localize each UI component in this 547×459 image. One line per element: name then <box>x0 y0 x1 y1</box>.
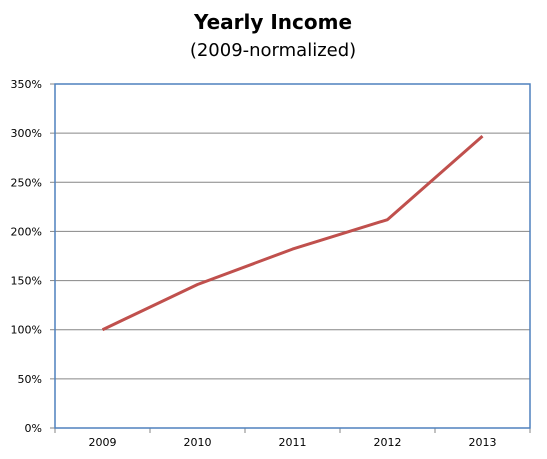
y-tick-label: 0% <box>25 422 42 435</box>
plot-area-border <box>54 83 531 429</box>
series-line <box>101 134 484 332</box>
y-tick-label: 250% <box>11 176 42 189</box>
grid-lines <box>55 132 530 380</box>
x-tick-label: 2013 <box>469 436 497 449</box>
y-tick-label: 300% <box>11 127 42 140</box>
y-tick-label: 200% <box>11 225 42 238</box>
x-tick-label: 2009 <box>89 436 117 449</box>
x-tick-label: 2011 <box>279 436 307 449</box>
y-tick-label: 350% <box>11 78 42 91</box>
y-tick-label: 100% <box>11 324 42 337</box>
y-tick-label: 150% <box>11 275 42 288</box>
y-axis-ticks: 0% 50% 100% 150% 200% 250% 300% 350% <box>11 78 55 435</box>
series-layer <box>101 134 484 332</box>
y-tick-label: 50% <box>18 373 42 386</box>
x-tick-label: 2012 <box>374 436 402 449</box>
chart-subtitle: (2009-normalized) <box>190 40 356 61</box>
x-axis-ticks: 2009 2010 2011 2012 2013 <box>54 428 531 449</box>
x-tick-label: 2010 <box>184 436 212 449</box>
chart-title: Yearly Income <box>193 10 352 34</box>
